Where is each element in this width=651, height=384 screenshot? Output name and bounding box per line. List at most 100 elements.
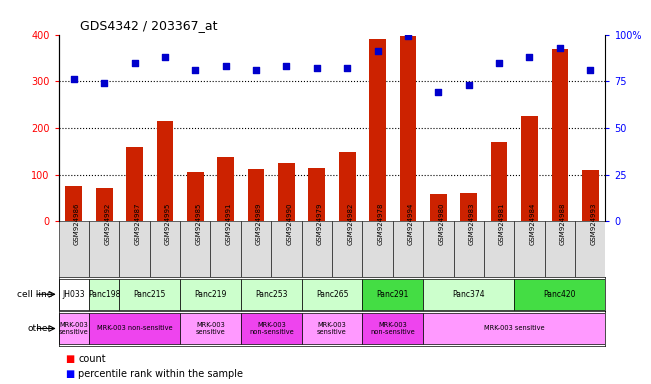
- Text: Panc265: Panc265: [316, 290, 348, 299]
- FancyBboxPatch shape: [89, 313, 180, 344]
- FancyBboxPatch shape: [59, 313, 89, 344]
- Bar: [187, 172, 204, 221]
- Bar: [278, 163, 295, 221]
- Bar: [247, 169, 264, 221]
- FancyBboxPatch shape: [332, 221, 363, 277]
- FancyBboxPatch shape: [484, 221, 514, 277]
- FancyBboxPatch shape: [271, 221, 301, 277]
- Text: Panc253: Panc253: [255, 290, 288, 299]
- Text: ■: ■: [65, 354, 74, 364]
- Bar: [96, 188, 113, 221]
- FancyBboxPatch shape: [210, 221, 241, 277]
- FancyBboxPatch shape: [454, 221, 484, 277]
- FancyBboxPatch shape: [514, 278, 605, 310]
- Bar: [339, 152, 355, 221]
- Text: MRK-003
sensitive: MRK-003 sensitive: [317, 322, 347, 335]
- FancyBboxPatch shape: [514, 221, 545, 277]
- FancyBboxPatch shape: [89, 221, 119, 277]
- Point: [281, 63, 292, 70]
- Point: [130, 60, 140, 66]
- Bar: [551, 48, 568, 221]
- Text: MRK-003 non-sensitive: MRK-003 non-sensitive: [97, 326, 173, 331]
- FancyBboxPatch shape: [363, 313, 423, 344]
- Bar: [400, 36, 416, 221]
- Text: GSM924992: GSM924992: [104, 203, 110, 245]
- Point: [190, 67, 201, 73]
- Text: MRK-003
sensitive: MRK-003 sensitive: [195, 322, 225, 335]
- Point: [555, 45, 565, 51]
- FancyBboxPatch shape: [241, 221, 271, 277]
- Bar: [491, 142, 507, 221]
- Bar: [217, 157, 234, 221]
- Text: GSM924993: GSM924993: [590, 203, 596, 245]
- FancyBboxPatch shape: [363, 278, 423, 310]
- Text: GSM924988: GSM924988: [560, 203, 566, 245]
- Bar: [582, 170, 598, 221]
- FancyBboxPatch shape: [393, 221, 423, 277]
- Text: MRK-003
non-sensitive: MRK-003 non-sensitive: [249, 322, 294, 335]
- Text: GSM924978: GSM924978: [378, 203, 383, 245]
- Text: GSM924979: GSM924979: [317, 203, 323, 245]
- Text: GSM924980: GSM924980: [438, 203, 445, 245]
- Point: [312, 65, 322, 71]
- FancyBboxPatch shape: [150, 221, 180, 277]
- FancyBboxPatch shape: [89, 278, 119, 310]
- Point: [68, 76, 79, 83]
- FancyBboxPatch shape: [363, 221, 393, 277]
- Point: [464, 82, 474, 88]
- FancyBboxPatch shape: [59, 278, 89, 310]
- Point: [585, 67, 596, 73]
- Text: GSM924989: GSM924989: [256, 203, 262, 245]
- Text: GSM924991: GSM924991: [226, 203, 232, 245]
- FancyBboxPatch shape: [301, 221, 332, 277]
- Text: GSM924990: GSM924990: [286, 203, 292, 245]
- Bar: [156, 121, 173, 221]
- Text: Panc374: Panc374: [452, 290, 485, 299]
- Text: GSM924981: GSM924981: [499, 203, 505, 245]
- FancyBboxPatch shape: [423, 278, 514, 310]
- Text: GSM924985: GSM924985: [195, 203, 201, 245]
- Text: GSM924982: GSM924982: [347, 203, 353, 245]
- Point: [221, 63, 231, 70]
- Text: MRK-003 sensitive: MRK-003 sensitive: [484, 326, 545, 331]
- FancyBboxPatch shape: [180, 278, 241, 310]
- Text: Panc219: Panc219: [194, 290, 227, 299]
- FancyBboxPatch shape: [545, 221, 575, 277]
- Text: other: other: [28, 324, 52, 333]
- Bar: [460, 193, 477, 221]
- FancyBboxPatch shape: [59, 221, 89, 277]
- Point: [403, 33, 413, 40]
- Text: GSM924994: GSM924994: [408, 203, 414, 245]
- Point: [372, 48, 383, 55]
- Point: [494, 60, 505, 66]
- Point: [251, 67, 261, 73]
- Point: [524, 54, 534, 60]
- Text: cell line: cell line: [17, 290, 52, 299]
- FancyBboxPatch shape: [180, 313, 241, 344]
- Text: count: count: [78, 354, 105, 364]
- Text: GSM924983: GSM924983: [469, 203, 475, 245]
- Bar: [309, 167, 325, 221]
- Text: GDS4342 / 203367_at: GDS4342 / 203367_at: [81, 19, 218, 32]
- Bar: [369, 39, 386, 221]
- Text: MRK-003
non-sensitive: MRK-003 non-sensitive: [370, 322, 415, 335]
- Bar: [126, 147, 143, 221]
- Text: JH033: JH033: [62, 290, 85, 299]
- FancyBboxPatch shape: [301, 278, 363, 310]
- Text: Panc420: Panc420: [544, 290, 576, 299]
- FancyBboxPatch shape: [241, 313, 301, 344]
- Bar: [521, 116, 538, 221]
- Point: [433, 89, 443, 96]
- Text: Panc291: Panc291: [376, 290, 409, 299]
- Text: GSM924984: GSM924984: [529, 203, 536, 245]
- Point: [99, 80, 109, 86]
- Bar: [65, 186, 82, 221]
- Text: ■: ■: [65, 369, 74, 379]
- FancyBboxPatch shape: [241, 278, 301, 310]
- Text: Panc198: Panc198: [88, 290, 120, 299]
- Text: GSM924987: GSM924987: [135, 203, 141, 245]
- FancyBboxPatch shape: [423, 313, 605, 344]
- Text: percentile rank within the sample: percentile rank within the sample: [78, 369, 243, 379]
- Text: MRK-003
sensitive: MRK-003 sensitive: [59, 322, 89, 335]
- Text: GSM924995: GSM924995: [165, 203, 171, 245]
